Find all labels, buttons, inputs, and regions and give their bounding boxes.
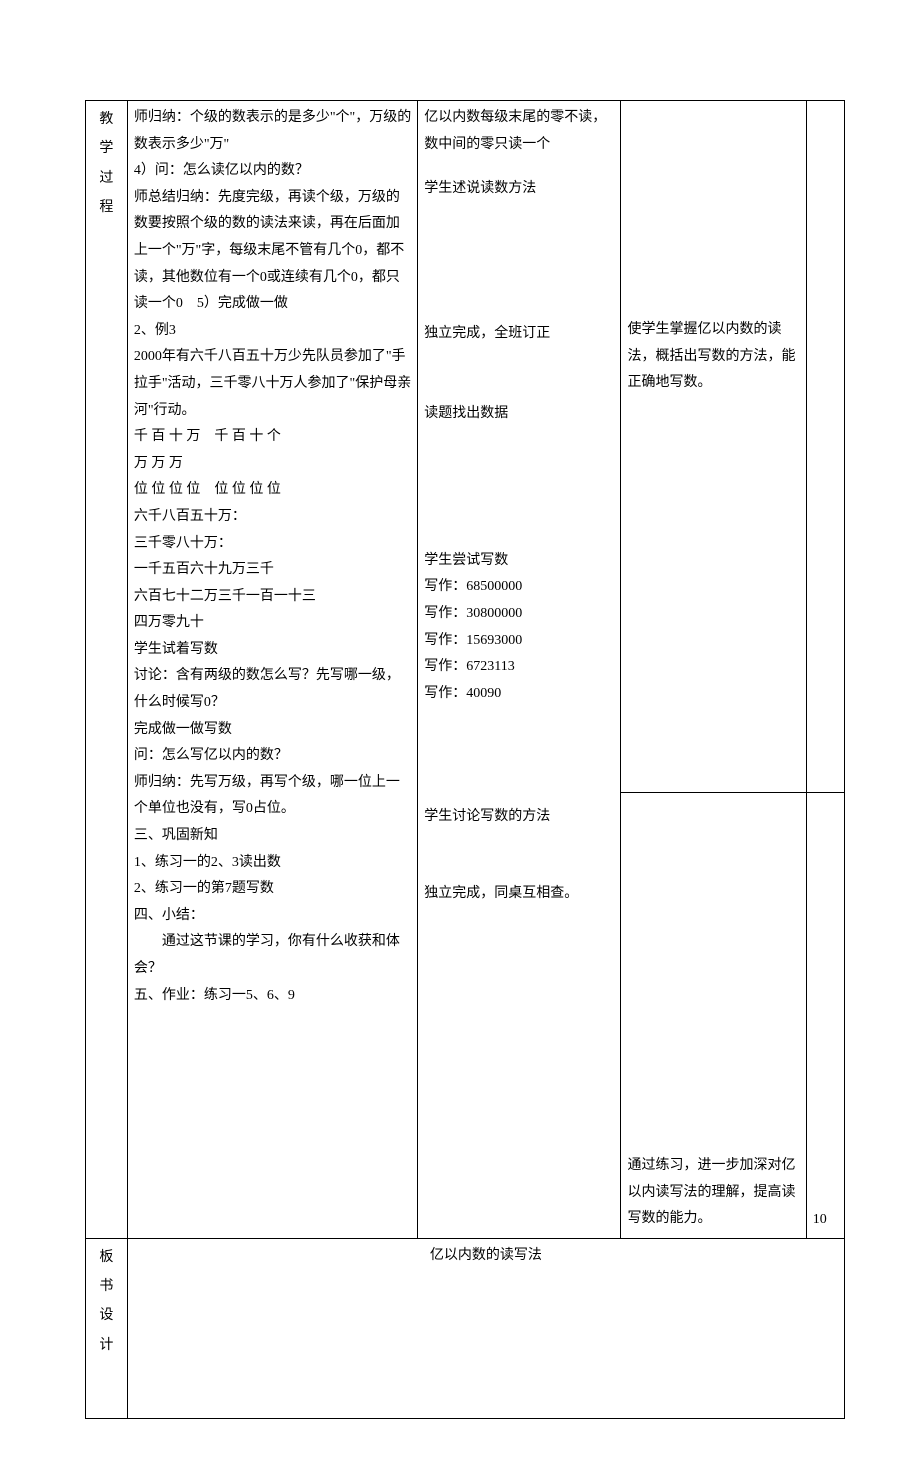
student-line: 读题找出数据	[424, 401, 614, 428]
process-vertical-label: 教 学 过 程	[92, 105, 121, 223]
teach-line: 1、练习一的2、3读出数	[134, 850, 411, 877]
student-line: 学生述说读数方法	[424, 176, 614, 203]
teach-line: 师归纳：先写万级，再写个级，哪一位上一个单位也没有，写0占位。	[134, 770, 411, 823]
purpose-cell-2: 通过练习，进一步加深对亿以内读写法的理解，提高读写数的能力。	[621, 793, 806, 1239]
student-line: 独立完成，全班订正	[424, 321, 614, 348]
student-line: 写作：40090	[424, 681, 614, 708]
board-label-cell: 板 书 设 计	[86, 1238, 128, 1419]
board-row: 板 书 设 计 亿以内数的读写法	[86, 1238, 845, 1419]
label-char: 过	[92, 164, 121, 193]
student-line: 写作：68500000	[424, 574, 614, 601]
time-value: 10	[813, 1207, 838, 1234]
spacer	[627, 105, 799, 317]
process-row: 教 学 过 程 师归纳：个级的数表示的是多少"个"，万级的数表示多少"万" 4）…	[86, 101, 845, 793]
teach-line: 三千零八十万：	[134, 531, 411, 558]
board-content-cell: 亿以内数的读写法	[127, 1238, 844, 1419]
purpose-text: 通过练习，进一步加深对亿以内读写法的理解，提高读写数的能力。	[627, 1153, 799, 1233]
teach-line: 4）问：怎么读亿以内的数？	[134, 158, 411, 185]
student-line: 独立完成，同桌互相查。	[424, 881, 614, 908]
label-char: 设	[92, 1301, 121, 1330]
student-activity-cell: 亿以内数每级末尾的零不读，数中间的零只读一个 学生述说读数方法 独立完成，全班订…	[418, 101, 621, 1239]
teach-line: 通过这节课的学习，你有什么收获和体会？	[134, 929, 411, 982]
student-block-2: 独立完成，全班订正	[424, 321, 614, 401]
label-char: 板	[92, 1243, 121, 1272]
spacer	[424, 158, 614, 176]
spacer	[627, 797, 799, 1153]
label-char: 计	[92, 1331, 121, 1360]
student-line: 写作：6723113	[424, 654, 614, 681]
teach-line: 六千八百五十万：	[134, 504, 411, 531]
teach-line: 千 百 十 万 千 百 十 个	[134, 424, 411, 451]
label-char: 学	[92, 134, 121, 163]
teach-line: 完成做一做写数	[134, 717, 411, 744]
spacer	[813, 797, 838, 1207]
student-block-5: 学生讨论写数的方法 独立完成，同桌互相查。	[424, 706, 614, 907]
student-block-3: 读题找出数据 学生尝试写数 写作：68500000	[424, 401, 614, 601]
teach-line: 2、例3	[134, 318, 411, 345]
student-line: 写作：15693000	[424, 628, 614, 655]
teach-line: 一千五百六十九万三千	[134, 557, 411, 584]
student-line: 亿以内数每级末尾的零不读，数中间的零只读一个	[424, 105, 614, 158]
teach-line: 师总结归纳：先度完级，再读个级，万级的数要按照个级的数的读法来读，再在后面加上一…	[134, 185, 411, 318]
teach-line: 问：怎么写亿以内的数？	[134, 743, 411, 770]
lesson-plan-table: 教 学 过 程 师归纳：个级的数表示的是多少"个"，万级的数表示多少"万" 4）…	[85, 100, 845, 1419]
student-block-1: 亿以内数每级末尾的零不读，数中间的零只读一个 学生述说读数方法	[424, 105, 614, 321]
process-label-cell: 教 学 过 程	[86, 101, 128, 1239]
time-cell-1	[806, 101, 844, 793]
label-char: 程	[92, 193, 121, 222]
teach-line: 师归纳：个级的数表示的是多少"个"，万级的数表示多少"万"	[134, 105, 411, 158]
time-cell-2: 10	[806, 793, 844, 1239]
teach-line: 2000年有六千八百五十万少先队员参加了"手拉手"活动，三千零八十万人参加了"保…	[134, 344, 411, 424]
purpose-text: 使学生掌握亿以内数的读法，概括出写数的方法，能正确地写数。	[627, 317, 799, 397]
spacer	[424, 706, 614, 804]
teach-line: 学生试着写数	[134, 637, 411, 664]
purpose-cell-1: 使学生掌握亿以内数的读法，概括出写数的方法，能正确地写数。	[621, 101, 806, 793]
teach-line: 位 位 位 位 位 位 位 位	[134, 477, 411, 504]
spacer	[424, 428, 614, 548]
board-body	[134, 1269, 838, 1414]
teach-line: 万 万 万	[134, 451, 411, 478]
board-title: 亿以内数的读写法	[134, 1243, 838, 1270]
teach-line: 2、练习一的第7题写数	[134, 876, 411, 903]
student-line: 写作：30800000	[424, 601, 614, 628]
teach-line: 讨论：含有两级的数怎么写？先写哪一级，什么时候写0？	[134, 663, 411, 716]
board-vertical-label: 板 书 设 计	[92, 1243, 121, 1361]
spacer	[424, 831, 614, 881]
teach-line: 四、小结：	[134, 903, 411, 930]
student-line: 学生尝试写数	[424, 548, 614, 575]
teacher-activity-cell: 师归纳：个级的数表示的是多少"个"，万级的数表示多少"万" 4）问：怎么读亿以内…	[127, 101, 417, 1239]
teach-line: 四万零九十	[134, 610, 411, 637]
label-char: 教	[92, 105, 121, 134]
student-block-4: 写作：30800000 写作：15693000 写作：6723113 写作：40…	[424, 601, 614, 706]
teach-line: 三、巩固新知	[134, 823, 411, 850]
teach-line: 五、作业：练习一5、6、9	[134, 983, 411, 1010]
teach-line: 六百七十二万三千一百一十三	[134, 584, 411, 611]
student-line: 学生讨论写数的方法	[424, 804, 614, 831]
label-char: 书	[92, 1272, 121, 1301]
